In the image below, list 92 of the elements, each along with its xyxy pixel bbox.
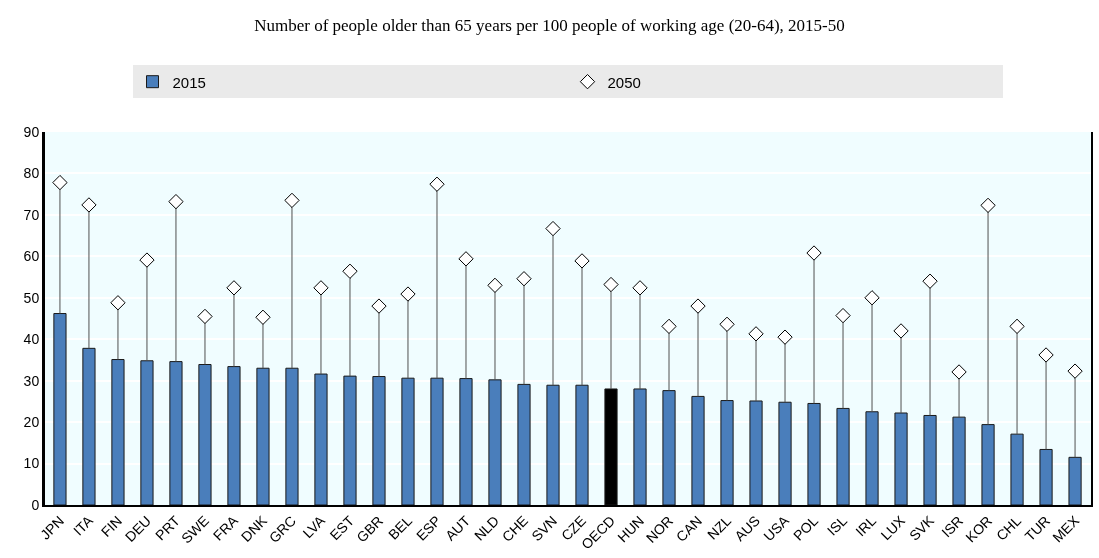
y-tick-label: 70: [23, 206, 40, 223]
point: [603, 276, 619, 293]
bar: [1010, 433, 1024, 505]
point: [806, 245, 822, 261]
bar: [372, 376, 386, 505]
bar: [1039, 448, 1053, 505]
y-tick-label: 60: [23, 248, 40, 265]
bar: [720, 400, 734, 505]
point: [197, 308, 213, 325]
point: [951, 364, 967, 380]
point: [487, 277, 503, 293]
point: [342, 263, 358, 279]
point: [1067, 363, 1083, 379]
point: [661, 318, 677, 335]
bar: [633, 388, 647, 505]
point: [139, 252, 155, 268]
bar: [517, 383, 531, 505]
bar: [285, 367, 299, 505]
bar: [169, 361, 183, 505]
y-tick-label: 80: [23, 165, 40, 182]
bar: [488, 379, 502, 505]
point: [168, 193, 184, 210]
point: [255, 309, 271, 325]
point: [313, 280, 329, 296]
bar: [227, 366, 241, 505]
y-tick-label: 10: [23, 455, 40, 472]
y-tick-label: 0: [31, 496, 40, 513]
bar: [981, 424, 995, 505]
chart-title: Number of people older than 65 years per 100 people of working age (20-64), 2015-50: [254, 16, 845, 36]
bar: [691, 395, 705, 505]
bar: [778, 401, 792, 505]
point: [429, 176, 445, 192]
point: [835, 307, 851, 324]
bar: [546, 384, 560, 505]
point: [690, 298, 706, 314]
bar: [923, 414, 937, 505]
point: [371, 298, 387, 314]
point: [1038, 347, 1054, 363]
x-tick-label: IRL: [852, 512, 880, 540]
point: [458, 251, 474, 267]
point: [748, 326, 764, 342]
y-tick-label: 90: [23, 123, 40, 140]
bar: [111, 359, 125, 505]
y-tick-label: 30: [23, 372, 40, 389]
point: [1009, 318, 1025, 335]
y-tick-label: 20: [23, 414, 40, 431]
x-tick-label: NZL: [704, 512, 735, 543]
legend-label: 2050: [607, 73, 641, 91]
bar: [82, 347, 96, 505]
bar: [836, 407, 850, 505]
bar: [575, 384, 589, 505]
point: [516, 271, 532, 287]
x-tick-label: LVA: [299, 512, 329, 542]
y-tick-label: 50: [23, 289, 40, 306]
point: [864, 290, 880, 306]
y-tick-label: 40: [23, 331, 40, 348]
x-tick-label: ITA: [70, 512, 97, 539]
bar: [749, 400, 763, 505]
bar: [314, 373, 328, 505]
bar: [865, 411, 879, 505]
bar: [53, 313, 67, 505]
point: [226, 280, 242, 296]
bar: [662, 390, 676, 505]
bar: [343, 375, 357, 505]
bar: [894, 412, 908, 505]
bar: [401, 377, 415, 505]
bar: [1068, 456, 1082, 505]
bar: [140, 360, 154, 505]
point: [400, 286, 416, 302]
point: [52, 174, 68, 191]
point: [719, 316, 735, 332]
point: [980, 197, 996, 214]
bar: [807, 402, 821, 505]
point: [574, 253, 590, 269]
bar: [198, 364, 212, 505]
point: [545, 220, 561, 237]
bar: [430, 377, 444, 505]
x-tick-label: CHL: [992, 512, 1025, 544]
point: [893, 323, 909, 339]
point: [110, 295, 126, 311]
x-tick-label: BEL: [385, 512, 416, 543]
point: [81, 197, 97, 213]
bar: [952, 416, 966, 505]
point: [777, 329, 793, 345]
point: [922, 273, 938, 289]
point: [284, 192, 300, 209]
legend-label: 2015: [172, 73, 206, 91]
x-tick-label: ISL: [823, 512, 851, 539]
point: [632, 280, 648, 296]
x-tick-label: FIN: [97, 512, 126, 540]
bar: [459, 378, 473, 505]
bar: [256, 367, 270, 505]
